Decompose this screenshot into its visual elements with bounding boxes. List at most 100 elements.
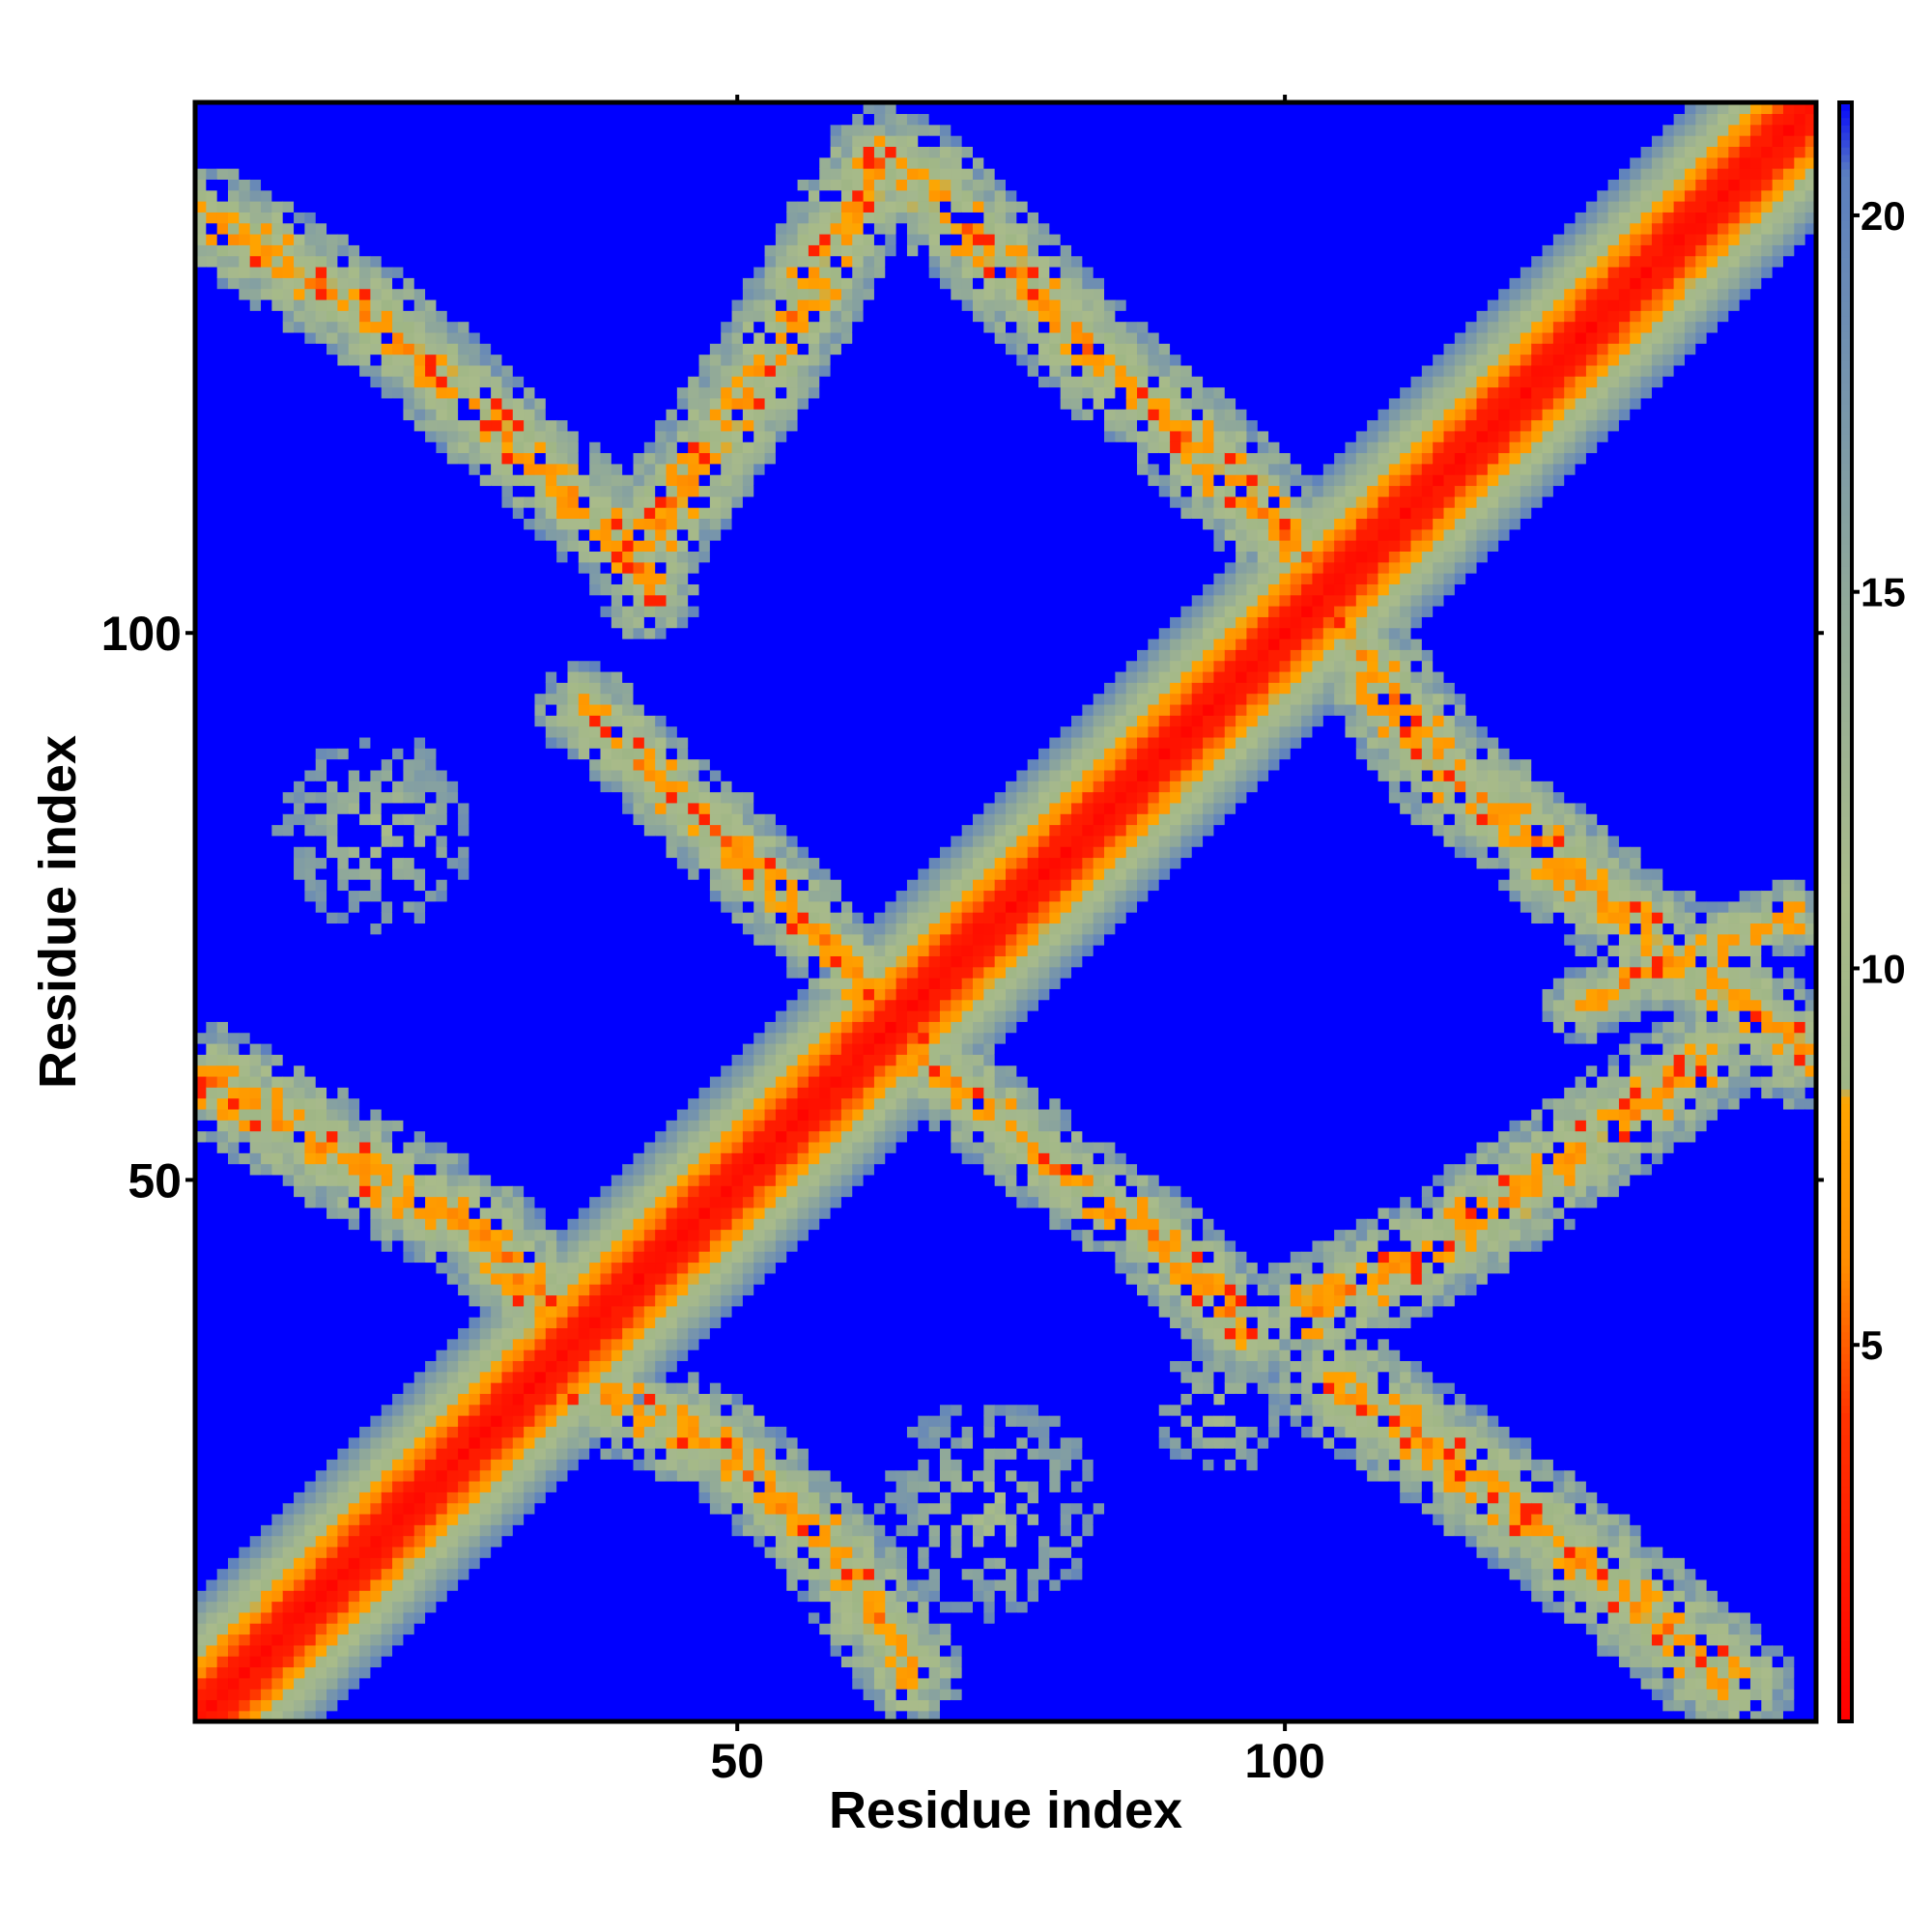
heatmap-cell	[534, 737, 546, 749]
heatmap-cell	[392, 1601, 404, 1612]
heatmap-cell	[534, 244, 546, 256]
heatmap-cell	[316, 901, 327, 913]
heatmap-cell	[337, 1547, 349, 1558]
heatmap-cell	[524, 725, 535, 737]
heatmap-cell	[491, 234, 502, 245]
heatmap-cell	[403, 1699, 414, 1711]
heatmap-cell	[414, 1033, 426, 1044]
heatmap-cell	[337, 551, 349, 562]
heatmap-cell	[524, 1317, 535, 1328]
heatmap-cell	[382, 573, 393, 584]
heatmap-cell	[382, 190, 393, 202]
heatmap-cell	[501, 1678, 513, 1690]
heatmap-cell	[370, 540, 382, 552]
heatmap-cell	[436, 748, 447, 759]
heatmap-cell	[524, 857, 535, 868]
heatmap-cell	[294, 1000, 305, 1011]
heatmap-cell	[294, 354, 305, 365]
heatmap-cell	[316, 1426, 327, 1437]
heatmap-cell	[436, 857, 447, 868]
heatmap-cell	[316, 289, 327, 300]
heatmap-cell	[382, 649, 393, 661]
heatmap-cell	[217, 464, 229, 475]
heatmap-cell	[501, 1448, 513, 1460]
heatmap-cell	[359, 1317, 371, 1328]
heatmap-cell	[359, 1065, 371, 1077]
heatmap-cell	[206, 1470, 217, 1482]
heatmap-cell	[447, 901, 459, 913]
heatmap-cell	[304, 1294, 316, 1306]
heatmap-cell	[250, 978, 262, 989]
heatmap-cell	[304, 1306, 316, 1318]
heatmap-cell	[491, 857, 502, 868]
heatmap-cell	[524, 1503, 535, 1515]
heatmap-cell	[283, 1240, 295, 1252]
heatmap-cell	[524, 1568, 535, 1579]
heatmap-cell	[370, 639, 382, 650]
heatmap-cell	[316, 485, 327, 497]
heatmap-cell	[534, 1437, 546, 1449]
heatmap-cell	[392, 704, 404, 716]
heatmap-cell	[458, 758, 469, 770]
heatmap-cell	[392, 1547, 404, 1558]
heatmap-cell	[501, 1284, 513, 1295]
heatmap-cell	[206, 857, 217, 868]
heatmap-cell	[382, 310, 393, 322]
heatmap-cell	[370, 1033, 382, 1044]
heatmap-cell	[327, 945, 338, 956]
heatmap-cell	[283, 1251, 295, 1263]
heatmap-cell	[359, 113, 371, 125]
heatmap-cell	[337, 846, 349, 858]
heatmap-cell	[469, 649, 480, 661]
heatmap-cell	[304, 813, 316, 825]
heatmap-cell	[271, 332, 283, 344]
heatmap-cell	[206, 1579, 217, 1591]
heatmap-cell	[556, 474, 568, 486]
heatmap-cell	[370, 1448, 382, 1460]
heatmap-cell	[524, 256, 535, 268]
heatmap-cell	[501, 267, 513, 278]
heatmap-cell	[414, 507, 426, 519]
heatmap-cell	[447, 1557, 459, 1569]
heatmap-cell	[217, 595, 229, 607]
heatmap-cell	[403, 1273, 414, 1285]
heatmap-cell	[403, 857, 414, 868]
heatmap-cell	[501, 725, 513, 737]
heatmap-cell	[294, 1459, 305, 1470]
heatmap-cell	[250, 1175, 262, 1186]
heatmap-cell	[425, 409, 437, 420]
heatmap-cell	[436, 1415, 447, 1427]
heatmap-cell	[392, 1666, 404, 1678]
heatmap-cell	[382, 277, 393, 289]
heatmap-cell	[228, 1666, 240, 1678]
heatmap-cell	[546, 1251, 557, 1263]
heatmap-cell	[239, 244, 250, 256]
heatmap-cell	[304, 1437, 316, 1449]
heatmap-cell	[556, 1251, 568, 1263]
heatmap-cell	[327, 748, 338, 759]
heatmap-cell	[425, 1185, 437, 1197]
heatmap-cell	[513, 639, 525, 650]
heatmap-cell	[206, 1590, 217, 1602]
heatmap-cell	[228, 1273, 240, 1285]
heatmap-cell	[524, 409, 535, 420]
heatmap-cell	[304, 912, 316, 923]
heatmap-cell	[250, 955, 262, 967]
heatmap-cell	[382, 1163, 393, 1175]
heatmap-cell	[556, 737, 568, 749]
heatmap-cell	[217, 1666, 229, 1678]
heatmap-cell	[436, 583, 447, 595]
heatmap-cell	[283, 244, 295, 256]
heatmap-cell	[271, 791, 283, 803]
heatmap-cell	[349, 452, 360, 464]
heatmap-cell	[217, 1547, 229, 1558]
heatmap-cell	[425, 1240, 437, 1252]
heatmap-cell	[206, 1130, 217, 1142]
heatmap-cell	[513, 1557, 525, 1569]
heatmap-cell	[447, 1284, 459, 1295]
heatmap-cell	[491, 682, 502, 694]
heatmap-cell	[480, 485, 492, 497]
heatmap-cell	[250, 1437, 262, 1449]
heatmap-cell	[337, 1535, 349, 1547]
heatmap-cell	[206, 1120, 217, 1131]
